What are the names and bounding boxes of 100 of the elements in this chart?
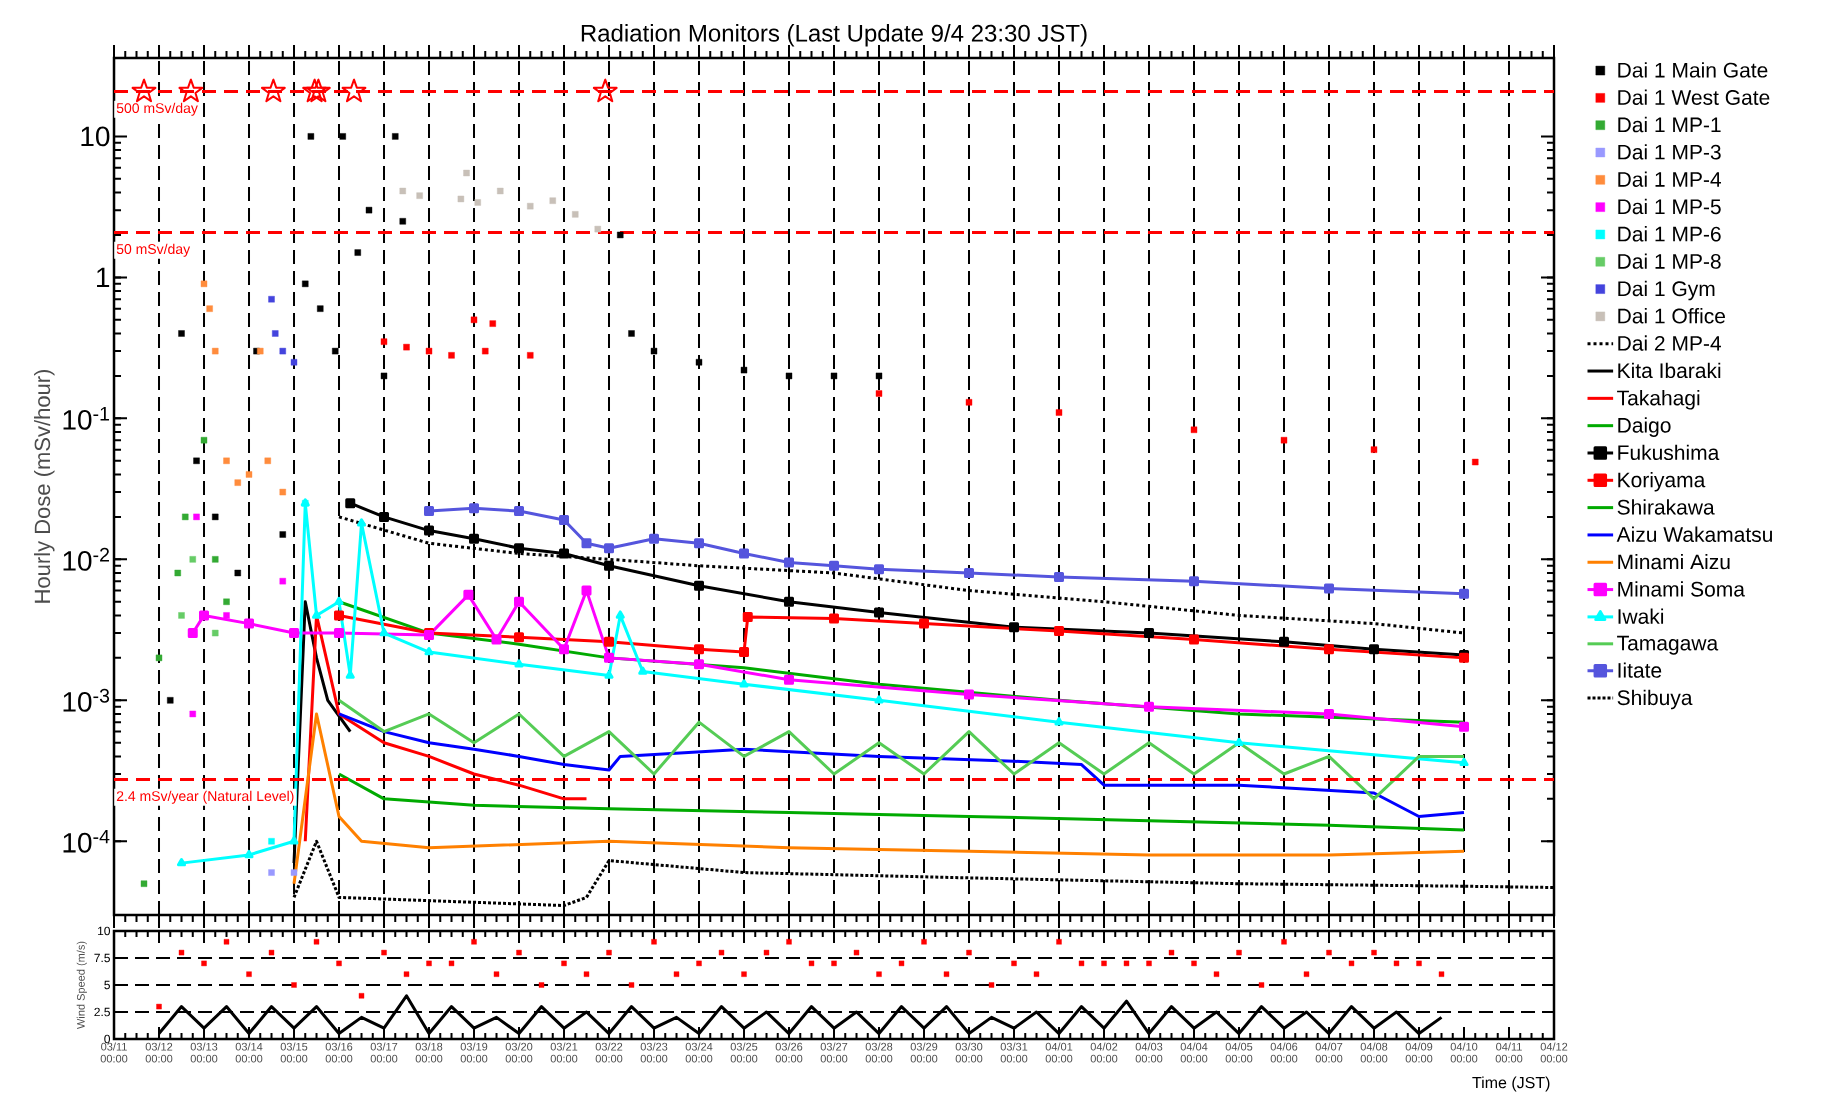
legend-label: Dai 1 Office (1618, 308, 1726, 324)
x-tick-label: 04/09 00:00 (1405, 1042, 1433, 1063)
legend-label: Iitate (1618, 662, 1662, 678)
point (1033, 971, 1040, 977)
x-tick-label: 03/14 00:00 (235, 1042, 263, 1063)
legend-label: Minami Soma (1618, 581, 1745, 597)
x-tick-label: 03/22 00:00 (595, 1042, 623, 1063)
x-tick-label: 04/04 00:00 (1180, 1042, 1208, 1063)
y-tick-label: 10 (81, 126, 110, 147)
point (448, 960, 455, 967)
x-tick-label: 03/12 00:00 (145, 1042, 173, 1063)
point (223, 939, 230, 945)
legend-label: Dai 1 MP-6 (1618, 226, 1721, 242)
x-tick-label: 03/15 00:00 (280, 1042, 308, 1063)
point (471, 939, 477, 945)
x-tick-label: 04/11 00:00 (1495, 1042, 1523, 1063)
point (1191, 960, 1197, 967)
x-tick-label: 03/28 00:00 (865, 1042, 893, 1063)
point (313, 939, 320, 945)
y-tick-label: 10 (98, 926, 111, 936)
point (943, 971, 950, 977)
y-axis-title: Hourly Dose (mSv/hour) (34, 369, 55, 603)
y-tick-label: 2.5 (94, 1007, 110, 1017)
point (538, 982, 545, 988)
point (178, 949, 185, 956)
x-tick-label: 04/07 00:00 (1315, 1042, 1343, 1063)
x-tick-label: 04/02 00:00 (1090, 1042, 1118, 1063)
legend-label: Dai 1 MP-5 (1618, 198, 1721, 215)
x-tick-label: 03/26 00:00 (775, 1042, 803, 1063)
x-tick-label: 03/16 00:00 (325, 1042, 353, 1063)
legend-label: Dai 1 MP-8 (1618, 253, 1721, 269)
point (718, 949, 725, 956)
point (1236, 949, 1242, 956)
x-tick-label: 03/20 00:00 (505, 1042, 533, 1063)
point (1303, 971, 1310, 977)
y-tick-label: 1 (97, 267, 110, 288)
point (246, 971, 252, 977)
y-tick-label: 10$^{-2}$ (63, 547, 109, 571)
legend-label: Dai 1 MP-4 (1618, 171, 1721, 187)
point (786, 939, 792, 945)
point (651, 939, 657, 945)
point (201, 960, 207, 967)
point (673, 971, 680, 977)
point (876, 971, 882, 977)
legend-label: Shibuya (1617, 689, 1693, 710)
point (1281, 939, 1287, 945)
point (696, 960, 702, 967)
legend-label: Minami Aizu (1618, 553, 1730, 570)
y-tick-label: 10$^{-4}$ (63, 829, 110, 853)
point (808, 960, 815, 967)
x-tick-label: 04/10 00:00 (1450, 1042, 1478, 1063)
point (1123, 960, 1130, 967)
point (1011, 960, 1017, 967)
ref-line-label: 50 mSv/day (116, 243, 191, 257)
x-axis-title: Time (JST) (1472, 1076, 1550, 1092)
point (1146, 960, 1152, 967)
point (1078, 960, 1085, 967)
point (583, 971, 590, 977)
point (1326, 949, 1332, 956)
legend-label: Dai 1 West Gate (1618, 89, 1770, 105)
legend-label: Dai 2 MP-4 (1618, 335, 1721, 351)
point (988, 982, 995, 988)
legend-label: Dai 1 Gym (1618, 280, 1715, 301)
x-tick-label: 03/29 00:00 (910, 1042, 938, 1063)
point (606, 949, 612, 956)
point (336, 960, 342, 967)
point (516, 949, 522, 956)
legend-label: Dai 1 MP-1 (1618, 116, 1721, 133)
x-tick-label: 03/19 00:00 (460, 1042, 488, 1063)
y-axis-title: Wind Speed (m/s) (76, 941, 87, 1029)
legend-label: Fukushima (1618, 444, 1720, 461)
point (156, 1003, 162, 1010)
point (291, 982, 297, 988)
legend-label: Aizu Wakamatsu (1616, 526, 1772, 542)
ref-line-label: 500 mSv/day (116, 102, 198, 116)
x-tick-label: 04/03 00:00 (1135, 1042, 1163, 1063)
point (853, 949, 860, 956)
x-tick-label: 04/08 00:00 (1360, 1042, 1388, 1063)
x-tick-label: 03/21 00:00 (550, 1042, 578, 1063)
x-tick-label: 04/05 00:00 (1225, 1042, 1253, 1063)
point (561, 960, 567, 967)
point (1438, 971, 1445, 977)
point (403, 971, 410, 977)
point (1101, 960, 1107, 967)
x-tick-label: 04/01 00:00 (1045, 1042, 1073, 1063)
legend-label: Shirakawa (1617, 499, 1715, 515)
point (921, 939, 927, 945)
point (898, 960, 905, 967)
x-tick-label: 03/23 00:00 (640, 1042, 668, 1063)
x-tick-label: 03/11 00:00 (100, 1042, 128, 1063)
legend-label: Takahagi (1617, 390, 1700, 410)
legend-label: Koriyama (1618, 471, 1706, 492)
chart-title: Radiation Monitors (Last Update 9/4 23:30 JST) (581, 24, 1087, 47)
point (1258, 982, 1265, 988)
y-tick-label: 5 (104, 980, 110, 990)
ref-line-label: 2.4 mSv/year (Natural Level) (116, 790, 294, 804)
x-tick-label: 03/18 00:00 (415, 1042, 443, 1063)
point (628, 982, 635, 988)
point (426, 960, 432, 967)
point (1056, 939, 1062, 945)
